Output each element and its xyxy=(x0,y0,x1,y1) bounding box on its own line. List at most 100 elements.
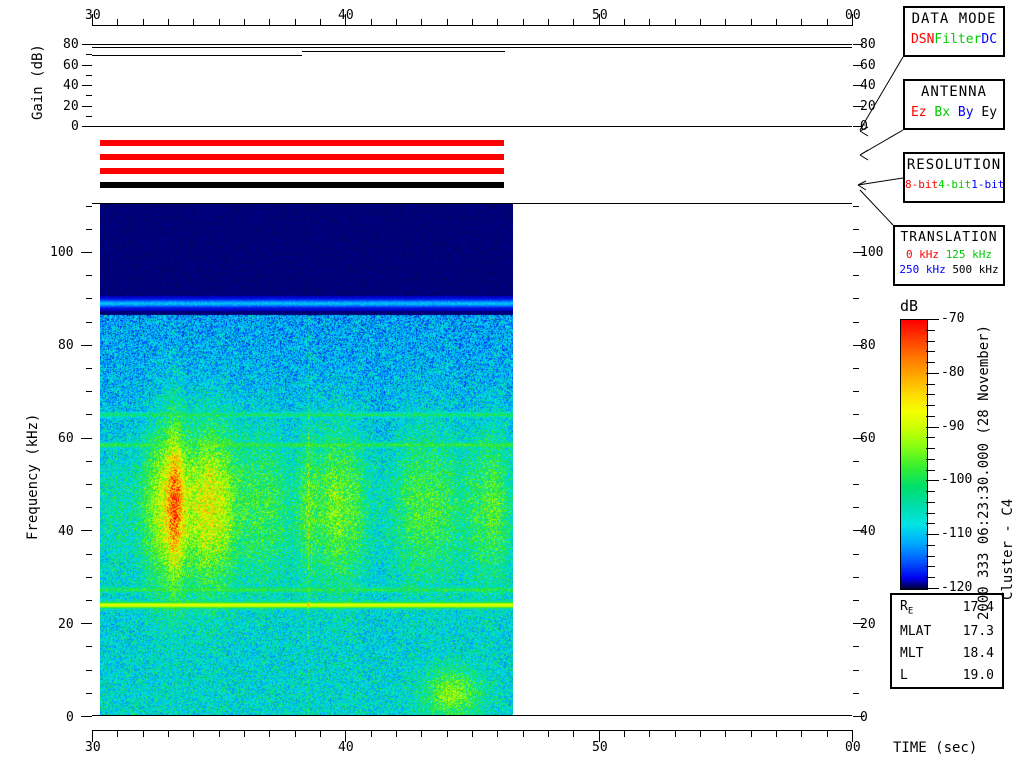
option-4-bit[interactable]: 4-bit xyxy=(938,178,972,191)
gain-y-tick-minor xyxy=(86,115,92,117)
panel-antenna-title: ANTENNA xyxy=(920,84,987,100)
indicator-bar-4 xyxy=(100,182,504,188)
axis-tick xyxy=(421,731,422,737)
info-value-l: 19.0 xyxy=(962,668,994,684)
info-value-mlt: 18.4 xyxy=(962,646,994,662)
frequency-tick xyxy=(81,438,92,439)
axis-tick xyxy=(801,731,802,737)
option-ey[interactable]: Ey xyxy=(981,105,998,120)
panel-translation-title: TRANSLATION xyxy=(900,230,998,245)
frequency-tick xyxy=(853,252,864,253)
frequency-tick xyxy=(86,368,92,369)
option-0-khz[interactable]: 0 kHz xyxy=(905,248,940,261)
axis-tick xyxy=(345,14,346,25)
option-by[interactable]: By xyxy=(957,105,974,120)
axis-tick xyxy=(345,731,346,742)
colorbar-tick-label: -100 xyxy=(941,472,973,487)
axis-tick xyxy=(447,731,448,737)
colorbar-tick xyxy=(926,523,935,524)
frequency-tick xyxy=(853,623,864,624)
indicator-bar-2 xyxy=(100,154,504,160)
axis-tick xyxy=(497,19,498,25)
freq-ytick-label-0: 0 xyxy=(66,710,74,725)
axis-tick xyxy=(295,19,296,25)
axis-tick xyxy=(751,19,752,25)
frequency-tick-minor xyxy=(853,206,859,207)
gain-frame-bottom xyxy=(92,126,852,127)
frequency-tick-minor xyxy=(853,600,859,601)
axis-tick xyxy=(700,19,701,25)
axis-line xyxy=(92,25,853,26)
axis-tick xyxy=(219,731,220,737)
info-key-re: RE xyxy=(900,599,914,617)
frequency-tick xyxy=(86,507,92,508)
option-8-bit[interactable]: 8-bit xyxy=(905,178,939,191)
frequency-tick-minor xyxy=(853,693,859,694)
freq-ytick-label-right-60: 60 xyxy=(860,431,876,446)
option-500-khz[interactable]: 500 kHz xyxy=(952,263,999,276)
freq-ytick-label-20: 20 xyxy=(58,617,74,632)
info-key-mlat: MLAT xyxy=(900,624,932,640)
frequency-tick xyxy=(86,600,92,601)
gain-y-tick xyxy=(853,85,863,86)
frequency-tick xyxy=(86,391,92,392)
info-key-re-sub: E xyxy=(907,606,914,617)
axis-tick xyxy=(523,731,524,737)
axis-tick xyxy=(725,19,726,25)
colorbar-tick-label: -120 xyxy=(941,580,973,595)
freq-ytick-label-right-40: 40 xyxy=(860,524,876,539)
option-bx[interactable]: Bx xyxy=(934,105,951,120)
spectrogram-plot[interactable] xyxy=(92,203,852,716)
gain-ytick-label-right-20: 20 xyxy=(860,99,876,114)
axis-tick xyxy=(168,19,169,25)
option-125-khz[interactable]: 125 kHz xyxy=(945,248,993,261)
bottom-xtick-label-30: 30 xyxy=(85,740,101,755)
gain-trace-lower-b xyxy=(302,51,505,53)
axis-tick xyxy=(548,731,549,737)
option-ez[interactable]: Ez xyxy=(910,105,927,120)
indicator-bar-1 xyxy=(100,140,504,146)
frequency-tick-minor xyxy=(853,414,859,415)
frequency-tick-minor xyxy=(853,484,859,485)
panel-data-mode[interactable]: DATA MODE DSNFilterDC xyxy=(903,6,1005,57)
freq-ytick-label-100: 100 xyxy=(50,245,74,260)
frequency-tick xyxy=(86,206,92,207)
panel-resolution[interactable]: RESOLUTION 8-bit4-bit1-bit xyxy=(903,152,1005,203)
frequency-tick-minor xyxy=(853,554,859,555)
option-filter[interactable]: Filter xyxy=(934,32,982,47)
colorbar-tick xyxy=(926,416,935,417)
panel-antenna[interactable]: ANTENNA Ez Bx By Ey xyxy=(903,79,1005,130)
info-key-mlt: MLT xyxy=(900,646,924,662)
frequency-tick xyxy=(86,646,92,647)
option-dsn[interactable]: DSN xyxy=(910,32,935,47)
axis-tick xyxy=(776,19,777,25)
frequency-tick xyxy=(86,693,92,694)
option-dc[interactable]: DC xyxy=(981,32,998,47)
colorbar-tick-label: -80 xyxy=(941,365,965,380)
axis-tick xyxy=(573,19,574,25)
option-1-bit[interactable]: 1-bit xyxy=(971,178,1005,191)
panel-antenna-options: Ez Bx By Ey xyxy=(905,105,1003,120)
frequency-tick xyxy=(86,461,92,462)
colorbar-tick xyxy=(926,470,935,471)
timestamp-label: 2000 333 06:23:30.000 (28 November) xyxy=(976,324,992,620)
top-xtick-label-40: 40 xyxy=(338,8,354,23)
frequency-tick-minor xyxy=(853,391,859,392)
panel-translation[interactable]: TRANSLATION 0 kHz 125 kHz 250 kHz 500 kH… xyxy=(893,225,1005,286)
frequency-axis-label: Frequency (kHz) xyxy=(25,413,41,540)
gain-y-tick xyxy=(853,105,863,107)
axis-tick xyxy=(320,19,321,25)
frequency-tick xyxy=(86,229,92,230)
spectrogram-image xyxy=(100,204,513,715)
panel-data-mode-title: DATA MODE xyxy=(911,11,997,27)
colorbar-tick-label: -110 xyxy=(941,526,973,541)
gain-y-tick xyxy=(82,44,92,45)
axis-tick xyxy=(193,19,194,25)
panel-resolution-title: RESOLUTION xyxy=(906,157,1002,173)
colorbar-tick xyxy=(926,513,935,514)
option-250-khz[interactable]: 250 kHz xyxy=(899,263,946,276)
frequency-tick-minor xyxy=(853,670,859,671)
colorbar-tick xyxy=(926,556,935,557)
spectrogram-frame xyxy=(92,203,852,716)
axis-tick xyxy=(599,14,600,25)
